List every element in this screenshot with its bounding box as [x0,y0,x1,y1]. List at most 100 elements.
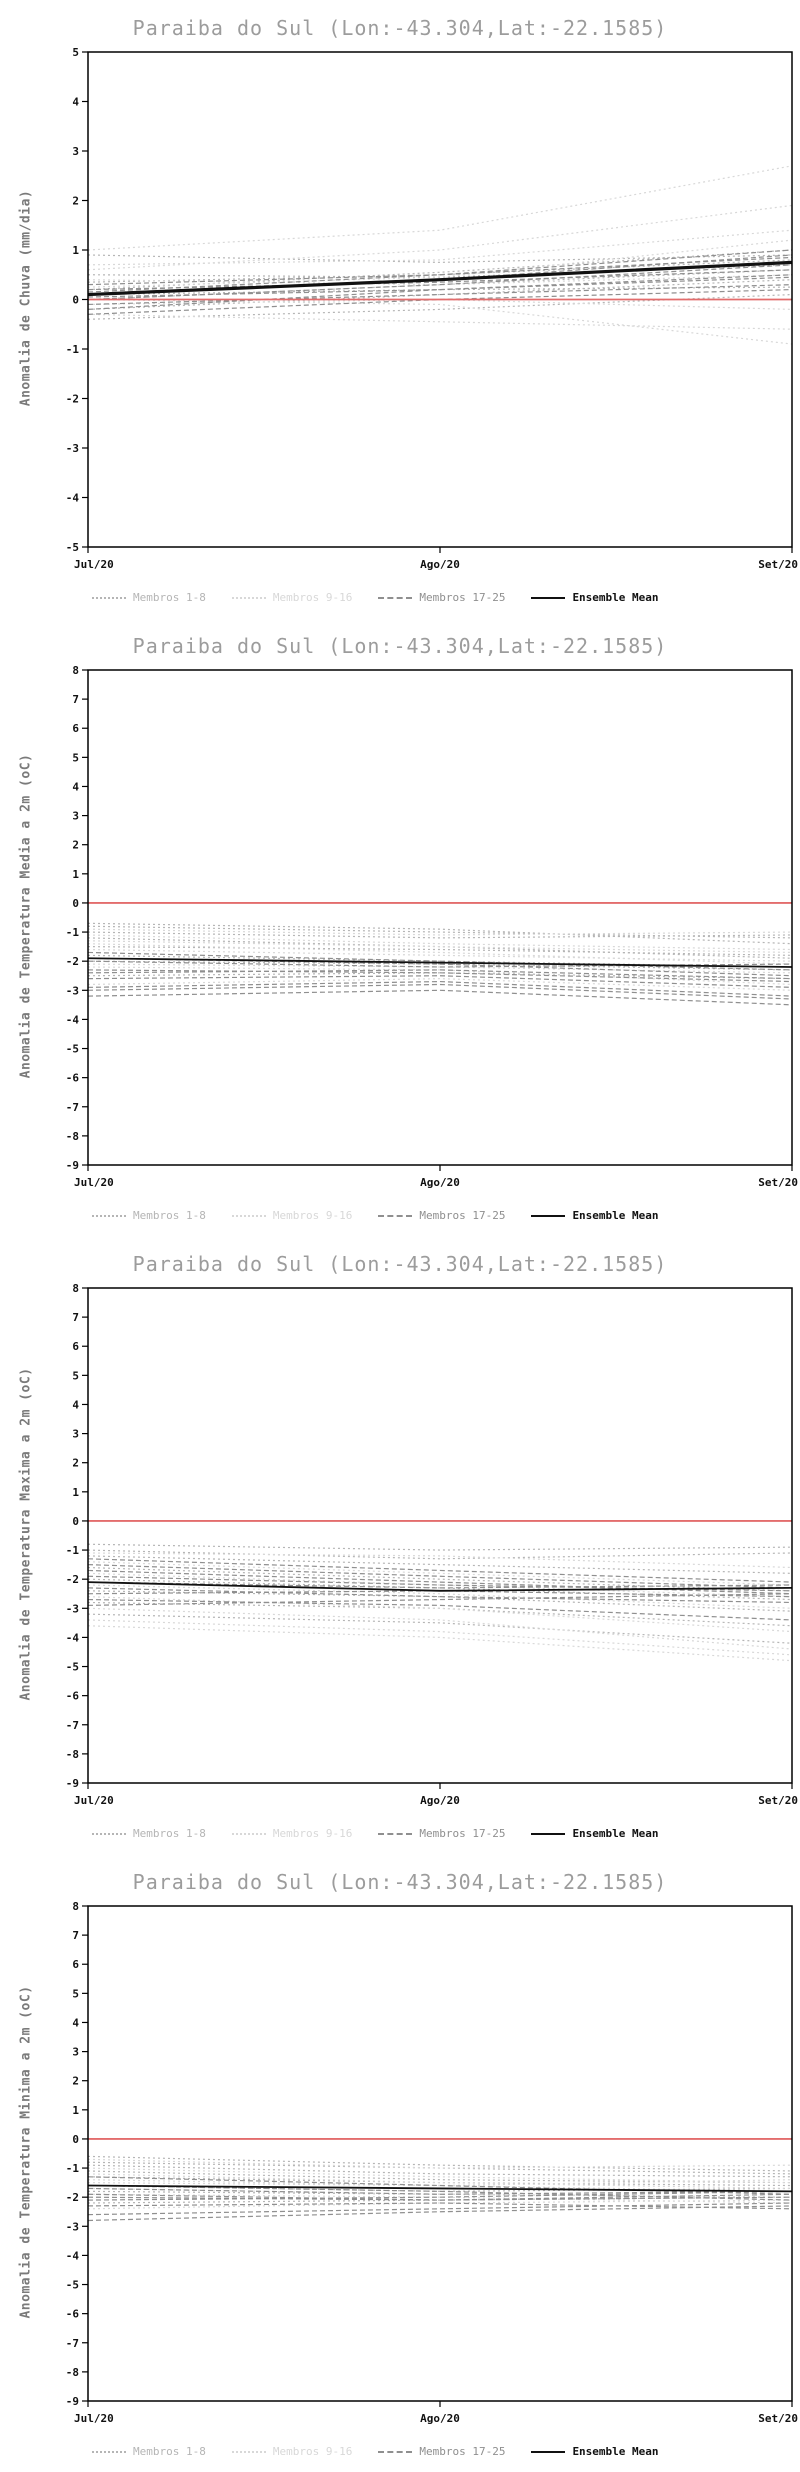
legend-line-sample [531,596,566,599]
plot-area: Anomalia de Temperatura Minima a 2m (oC)… [0,1896,800,2441]
y-tick-label: 5 [72,751,79,764]
legend-line-sample [92,2450,126,2453]
legend-line-sample [531,1214,566,1217]
y-tick-label: -9 [66,1159,79,1172]
ensemble-member-line [87,2176,793,2187]
y-tick-label: -9 [66,1777,79,1790]
ensemble-member-line [87,269,793,291]
y-tick-label: 4 [72,780,79,793]
ensemble-member-line [87,951,793,971]
legend-item-membros-1-8: Membros 1-8 [92,2445,206,2458]
legend-label: Membros 9-16 [272,591,353,604]
ensemble-member-line [87,972,793,980]
y-tick-label: 5 [72,1987,79,2000]
y-tick-label: -6 [66,1072,80,1085]
legend: Membros 1-8 Membros 9-16 Membros 17-25 E… [92,1827,800,1840]
legend-item-ensemble-mean: Ensemble Mean [531,1209,659,1222]
y-tick-label: 1 [72,2104,79,2117]
ensemble-member-line [87,2158,793,2169]
ensemble-member-line [87,229,793,266]
legend-label: Membros 17-25 [419,591,506,604]
ensemble-member-line [87,1569,793,1595]
legend-line-sample [92,1214,126,1217]
y-tick-label: -4 [66,1631,80,1644]
legend-line-sample [531,2450,566,2453]
y-tick-label: -3 [66,984,79,997]
plot-border [87,51,793,548]
ensemble-member-line [87,1598,793,1621]
ensemble-member-line [87,1564,793,1589]
ensemble-member-line [87,980,793,997]
y-tick-label: -8 [66,1130,79,1143]
legend: Membros 1-8 Membros 9-16 Membros 17-25 E… [92,591,800,604]
x-tick-label: Ago/20 [420,1794,460,1807]
ensemble-member-line [87,928,793,936]
ensemble-member-line [87,966,793,986]
ensemble-member-line [87,313,793,330]
y-tick-label: -3 [66,1602,79,1615]
y-tick-label: 0 [72,294,79,307]
ensemble-mean-line [87,260,793,297]
legend-label: Membros 1-8 [133,1209,206,1222]
ensemble-member-line [87,983,793,1000]
legend-item-membros-9-16: Membros 9-16 [231,1209,352,1222]
legend-label: Membros 9-16 [272,2445,353,2458]
y-tick-label: -1 [66,926,80,939]
x-tick-label: Ago/20 [420,2412,460,2425]
legend-line-sample [378,1214,413,1217]
legend: Membros 1-8 Membros 9-16 Membros 17-25 E… [92,1209,800,1222]
legend-label: Membros 1-8 [133,591,206,604]
y-tick-label: -8 [66,2366,79,2379]
y-tick-label: 7 [72,1929,79,1942]
x-tick-label: Set/20 [758,1794,798,1807]
legend-label: Membros 17-25 [419,1209,506,1222]
x-tick-label: Set/20 [758,1176,798,1189]
y-tick-label: -6 [66,1690,80,1703]
y-tick-label: 4 [72,2016,79,2029]
ensemble-member-line [87,975,793,988]
y-tick-label: 2 [72,2075,79,2088]
y-tick-label: 4 [72,96,79,109]
y-tick-label: -7 [66,1101,79,1114]
chart-panel-temp-maxima: Paraiba do Sul (Lon:-43.304,Lat:-22.1585… [0,1236,800,1854]
y-tick-label: -1 [66,343,80,356]
ensemble-member-line [87,940,793,954]
legend-label: Ensemble Mean [572,1827,659,1840]
legend-item-ensemble-mean: Ensemble Mean [531,591,659,604]
ensemble-member-line [87,1552,793,1569]
ensemble-member-line [87,960,793,971]
ensemble-member-line [87,298,793,345]
ensemble-member-line [87,978,793,991]
y-tick-label: -8 [66,1748,79,1761]
ensemble-member-line [87,1543,793,1551]
ensemble-member-line [87,963,793,974]
ensemble-member-line [87,2202,793,2216]
ensemble-member-line [87,2193,793,2201]
ensemble-member-line [87,969,793,983]
legend-item-membros-17-25: Membros 17-25 [378,1209,505,1222]
legend-item-membros-9-16: Membros 9-16 [231,591,353,604]
ensemble-member-line [87,1584,793,1609]
y-tick-label: 3 [72,145,79,158]
y-tick-label: 7 [72,1311,79,1324]
legend-line-sample [378,2450,413,2453]
ensemble-member-line [87,948,793,962]
y-tick-label: 4 [72,1398,79,1411]
ensemble-member-line [87,946,793,956]
chart-panel-rain-anomaly: Paraiba do Sul (Lon:-43.304,Lat:-22.1585… [0,0,800,618]
y-tick-label: -2 [66,2191,79,2204]
legend-line-sample [231,596,266,599]
y-tick-label: 8 [72,664,79,677]
legend-item-membros-9-16: Membros 9-16 [231,2445,353,2458]
temp-minima-plot: -9 -8 -7 -6 -5 -4 -3 -2 -1 0 1 2 3 4 5 6 7 8 Jul/20 Ago/20 S… [66,1900,798,2425]
y-axis-label: Anomalia de Temperatura Media a 2m (oC) [18,753,34,1079]
y-tick-label: 6 [72,1340,79,1353]
ensemble-member-line [87,2173,793,2190]
y-tick-label: 1 [72,1486,79,1499]
legend-line-sample [378,596,413,599]
y-tick-label: 3 [72,810,79,823]
ensemble-member-line [87,937,793,959]
legend-line-sample [92,596,126,599]
legend-line-sample [231,2450,266,2453]
y-tick-label: -7 [66,2337,79,2350]
